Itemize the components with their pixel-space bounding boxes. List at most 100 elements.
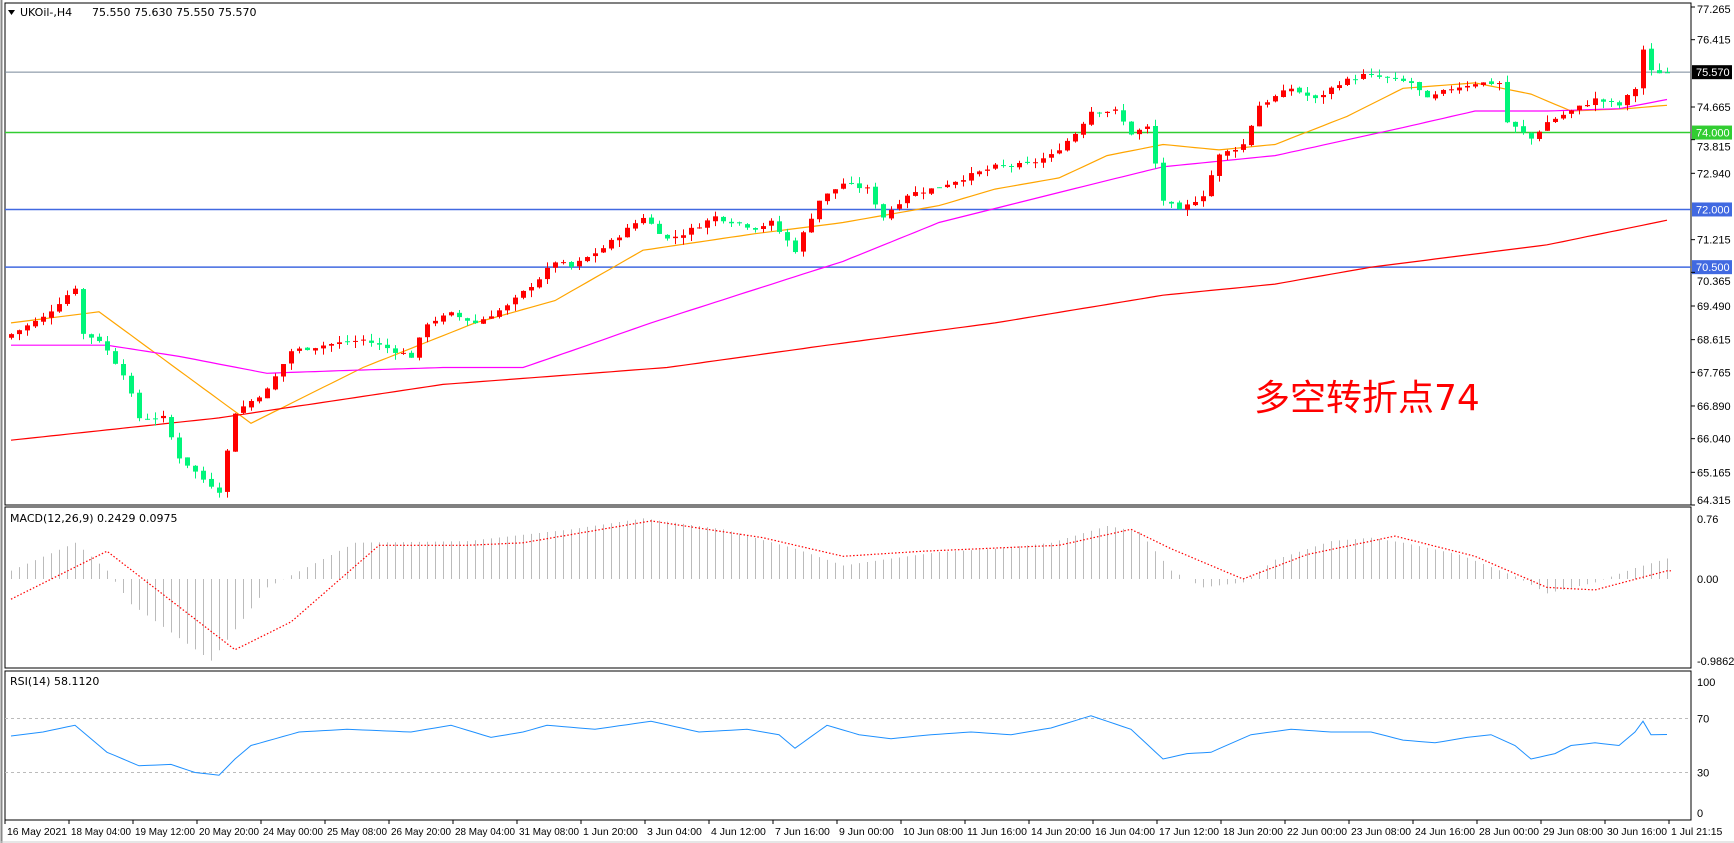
candle-body: [585, 257, 590, 262]
candle-body: [1369, 73, 1374, 75]
rsi-tick-label: 70: [1697, 714, 1709, 726]
candle-body: [1537, 131, 1542, 139]
candle-body: [1497, 83, 1502, 85]
candle-body: [105, 341, 110, 351]
candle-body: [1385, 76, 1390, 78]
candle: [185, 457, 190, 469]
macd-panel[interactable]: [10, 518, 1671, 661]
candle-body: [465, 318, 470, 321]
candle: [1265, 99, 1270, 108]
rsi-tick-label: 100: [1697, 677, 1715, 689]
candle-body: [553, 262, 558, 268]
candle-body: [1145, 126, 1150, 129]
candle: [1601, 98, 1606, 109]
candle: [1609, 98, 1614, 108]
candle: [801, 230, 806, 257]
candle: [993, 163, 998, 170]
candle-body: [745, 224, 750, 228]
price-panel[interactable]: [5, 43, 1691, 498]
candle-body: [817, 200, 822, 220]
macd-tick-label: 0.76: [1697, 514, 1718, 526]
candle: [281, 363, 286, 382]
candle-body: [753, 228, 758, 230]
candle-body: [1561, 114, 1566, 119]
candle: [705, 218, 710, 235]
candle-body: [489, 316, 494, 319]
candle-body: [305, 347, 310, 351]
candle: [737, 221, 742, 226]
price-level-tag: [1692, 260, 1732, 275]
price-tick-label: 76.415: [1697, 35, 1731, 47]
candle-body: [1665, 72, 1670, 74]
candle: [913, 186, 918, 197]
candle: [1649, 43, 1654, 76]
price-tick-label: 67.765: [1697, 367, 1731, 379]
time-tick-label: 20 May 20:00: [199, 826, 259, 838]
candle: [881, 203, 886, 221]
candle-body: [233, 413, 238, 452]
candle-body: [1513, 121, 1518, 127]
candle: [921, 187, 926, 200]
candle: [129, 372, 134, 397]
candle: [265, 387, 270, 399]
candle-body: [225, 450, 230, 492]
dropdown-triangle-icon[interactable]: [8, 10, 15, 15]
candle: [961, 175, 966, 187]
candle: [1025, 156, 1030, 165]
time-tick-label: 16 May 2021: [7, 826, 67, 838]
candle: [65, 290, 70, 306]
candle-body: [297, 348, 302, 351]
candle-body: [865, 187, 870, 189]
candle: [809, 213, 814, 233]
candle: [1241, 138, 1246, 153]
candle-body: [873, 186, 878, 205]
rsi-title: RSI(14) 58.1120: [10, 675, 99, 688]
candle: [489, 310, 494, 319]
symbol-label: UKOil-,H4: [20, 6, 72, 19]
candle: [1665, 67, 1670, 74]
candle-body: [1321, 95, 1326, 98]
candle: [585, 256, 590, 263]
candle-body: [1017, 162, 1022, 168]
candle-body: [1401, 78, 1406, 81]
candle-body: [697, 227, 702, 229]
candle-body: [777, 221, 782, 232]
candle: [217, 482, 222, 498]
candle: [1497, 81, 1502, 91]
candle: [713, 211, 718, 227]
candle-body: [377, 343, 382, 345]
candle-body: [393, 348, 398, 353]
candle: [1113, 106, 1118, 115]
candle: [1401, 75, 1406, 83]
candle: [1169, 201, 1174, 209]
candle: [889, 206, 894, 221]
candle: [833, 189, 838, 199]
candle-body: [785, 232, 790, 241]
candle: [745, 223, 750, 230]
macd-signal-line: [10, 520, 1671, 651]
candle-body: [769, 220, 774, 226]
candle-body: [177, 437, 182, 459]
candle-body: [1193, 201, 1198, 206]
candle: [873, 182, 878, 209]
rsi-panel[interactable]: [5, 715, 1691, 776]
candle: [97, 333, 102, 343]
candle: [1361, 69, 1366, 80]
candle-body: [521, 290, 526, 298]
time-tick-label: 18 May 04:00: [71, 826, 131, 838]
chart-header: UKOil-,H4 75.550 75.630 75.550 75.570: [8, 6, 256, 19]
candle-body: [497, 310, 502, 317]
ma-mid-line: [11, 98, 1668, 374]
candle-body: [985, 169, 990, 171]
price-level-tag-label: 75.570: [1696, 67, 1730, 79]
candle-body: [1521, 126, 1526, 133]
candle-body: [1457, 87, 1462, 91]
candle: [865, 184, 870, 194]
candle-body: [545, 267, 550, 280]
candle: [1449, 85, 1454, 94]
candle: [425, 322, 430, 343]
candle-body: [881, 204, 886, 218]
candle: [1481, 82, 1486, 87]
time-tick-label: 9 Jun 00:00: [839, 826, 894, 838]
